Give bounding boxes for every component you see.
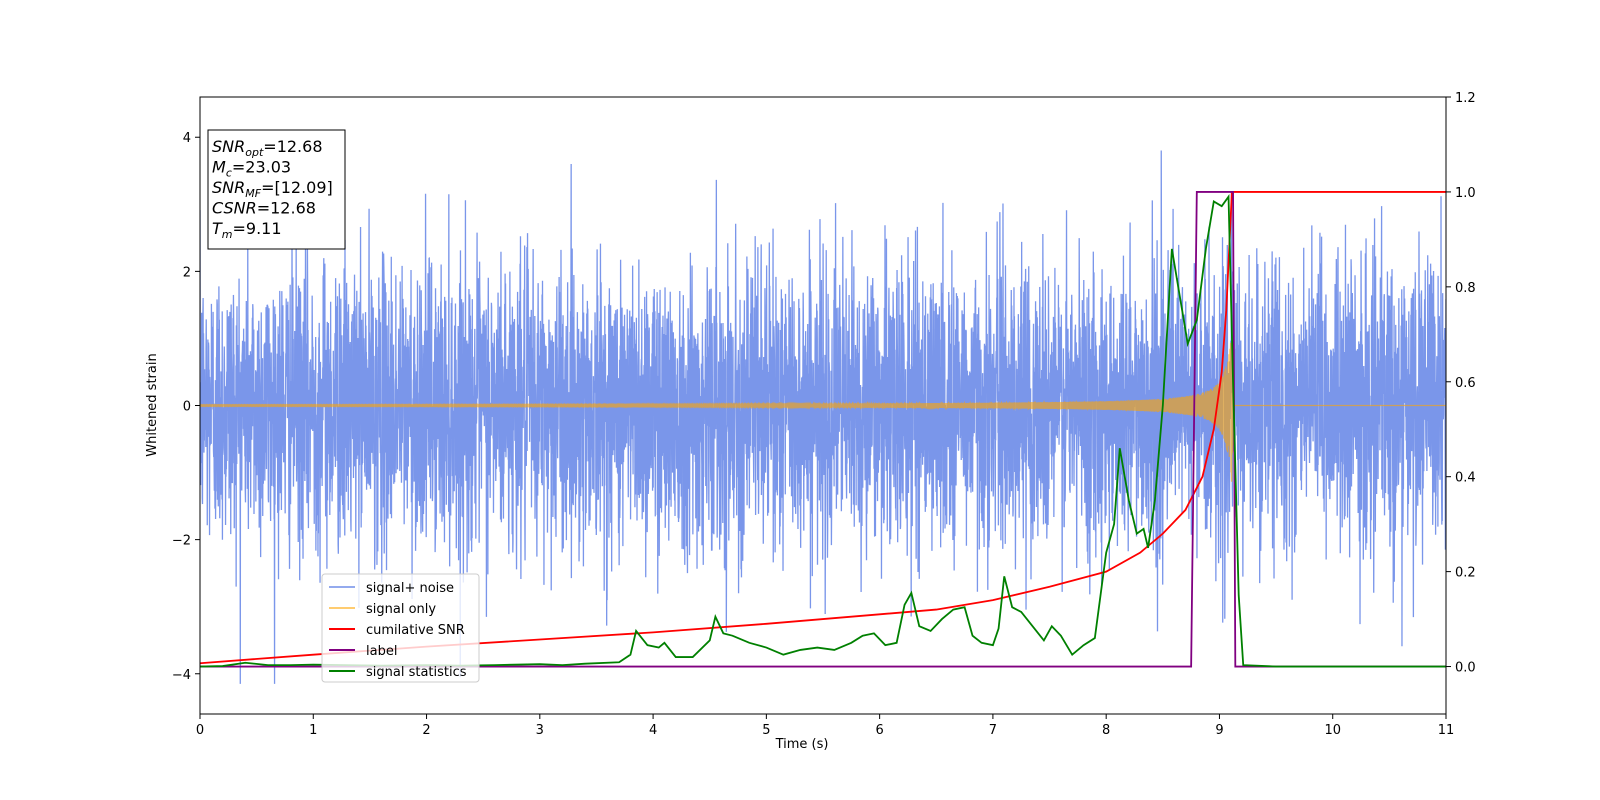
info-box-frame	[207, 129, 346, 250]
series-signal-noise-line	[200, 150, 1446, 684]
y-tick-label: 0	[183, 400, 191, 415]
legend-label: signal+ noise	[366, 581, 454, 596]
x-tick-label: 11	[1438, 723, 1455, 738]
x-tick-label: 8	[1102, 723, 1110, 738]
y-tick-label: 4	[183, 131, 191, 146]
info-box-line: Tm=9.11	[212, 219, 282, 241]
x-tick-label: 7	[989, 723, 997, 738]
x-tick-label: 5	[762, 723, 770, 738]
series-cumulative-snr-line	[200, 191, 1446, 665]
y-tick-label: 2	[183, 265, 191, 280]
y2-tick-label: 0.4	[1455, 471, 1476, 486]
legend-label: label	[366, 644, 397, 659]
legend-label: signal statistics	[366, 665, 467, 680]
x-tick-label: 2	[422, 723, 430, 738]
legend-label: signal only	[366, 602, 436, 617]
x-tick-label: 4	[649, 723, 657, 738]
x-tick-label: 1	[309, 723, 317, 738]
x-tick-label: 0	[196, 723, 204, 738]
y2-tick-label: 0.0	[1455, 661, 1476, 676]
legend-label: cumilative SNR	[366, 623, 465, 638]
x-tick-label: 6	[875, 723, 883, 738]
info-box: SNRopt=12.68Mc=23.03SNRMF=[12.09]CSNR=12…	[207, 129, 346, 250]
x-axis-label: Time (s)	[775, 737, 829, 752]
y2-tick-label: 1.2	[1455, 91, 1476, 106]
y-tick-label: −4	[172, 668, 191, 683]
y2-tick-label: 0.8	[1455, 281, 1476, 296]
x-tick-label: 3	[536, 723, 544, 738]
y2-tick-label: 0.2	[1455, 566, 1476, 581]
legend: signal+ noise signal only cumilative SNR la…	[321, 573, 480, 683]
y2-tick-label: 1.0	[1455, 186, 1476, 201]
info-box-line: SNRopt=12.68	[212, 137, 323, 159]
y-axis-label: Whitened strain	[145, 353, 160, 456]
x-tick-label: 9	[1215, 723, 1223, 738]
info-box-line: CSNR=12.68	[212, 199, 316, 218]
series-signal-only-line	[200, 331, 1446, 482]
axes: 0 1 2 3 4 5 6 7 8 9 10 11 4 2 0 −2 −4 0.0 0.2 0.4 0.6 0.8 1.0 1…	[172, 91, 1476, 738]
y2-tick-label: 0.6	[1455, 376, 1476, 391]
legend-frame	[321, 573, 480, 683]
plot-area	[200, 150, 1446, 684]
info-box-line: Mc=23.03	[212, 158, 291, 180]
y-tick-label: −2	[172, 534, 191, 549]
info-box-line: SNRMF=[12.09]	[212, 178, 333, 200]
x-tick-label: 10	[1324, 723, 1341, 738]
series-signal-statistics-line	[200, 193, 1446, 668]
